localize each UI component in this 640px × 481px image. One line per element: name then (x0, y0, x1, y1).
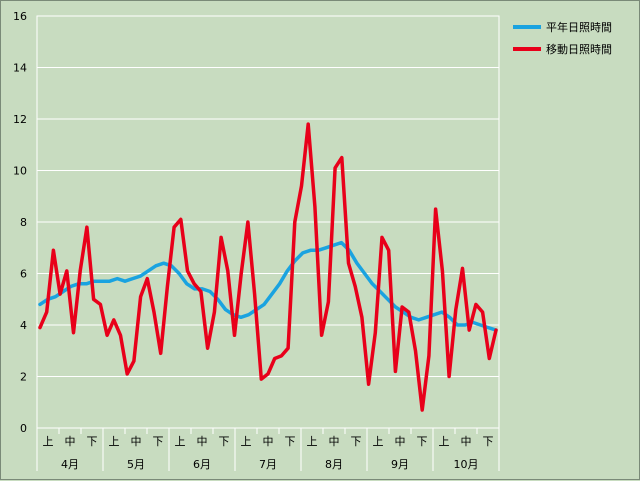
x-sub-label: 下 (417, 435, 428, 448)
legend-label: 移動日照時間 (546, 42, 612, 56)
x-sub-label: 中 (461, 435, 472, 448)
x-month-label: 7月 (259, 458, 277, 471)
y-tick-label: 4 (20, 319, 27, 332)
x-sub-label: 上 (109, 435, 120, 448)
x-month-label: 4月 (61, 458, 79, 471)
series-lines (38, 122, 498, 412)
x-sub-label: 中 (131, 435, 142, 448)
x-month-label: 10月 (454, 458, 479, 471)
y-tick-label: 12 (13, 113, 27, 126)
x-sub-label: 上 (307, 435, 318, 448)
y-tick-label: 6 (20, 268, 27, 281)
x-sub-label: 下 (285, 435, 296, 448)
y-tick-label: 0 (20, 422, 27, 435)
x-sub-label: 上 (373, 435, 384, 448)
y-tick-label: 16 (13, 10, 27, 23)
x-month-label: 8月 (325, 458, 343, 471)
x-sub-label: 中 (197, 435, 208, 448)
legend-label: 平年日照時間 (546, 20, 612, 34)
x-sub-label: 中 (395, 435, 406, 448)
x-sub-label: 中 (329, 435, 340, 448)
x-sub-label: 下 (87, 435, 98, 448)
grid (36, 15, 500, 429)
series-line (38, 122, 498, 412)
x-sub-label: 上 (43, 435, 54, 448)
y-axis-tick-labels: 0 2 4 6 8 10 12 14 16 (13, 10, 27, 435)
x-sub-label: 中 (263, 435, 274, 448)
series-line (38, 240, 498, 332)
y-tick-label: 2 (20, 371, 27, 384)
y-tick-label: 14 (13, 62, 27, 75)
x-month-label: 6月 (193, 458, 211, 471)
x-sub-label: 下 (483, 435, 494, 448)
x-sub-label: 上 (241, 435, 252, 448)
x-sub-label: 下 (351, 435, 362, 448)
x-sub-label: 上 (439, 435, 450, 448)
x-month-label: 5月 (127, 458, 145, 471)
x-sub-label: 中 (65, 435, 76, 448)
x-sub-label: 下 (219, 435, 230, 448)
x-axis: 上中下4月上中下5月上中下6月上中下7月上中下8月上中下9月上中下10月 (36, 428, 500, 471)
y-tick-label: 8 (20, 216, 27, 229)
x-sub-label: 下 (153, 435, 164, 448)
y-tick-label: 10 (13, 165, 27, 178)
x-month-label: 9月 (391, 458, 409, 471)
x-sub-label: 上 (175, 435, 186, 448)
